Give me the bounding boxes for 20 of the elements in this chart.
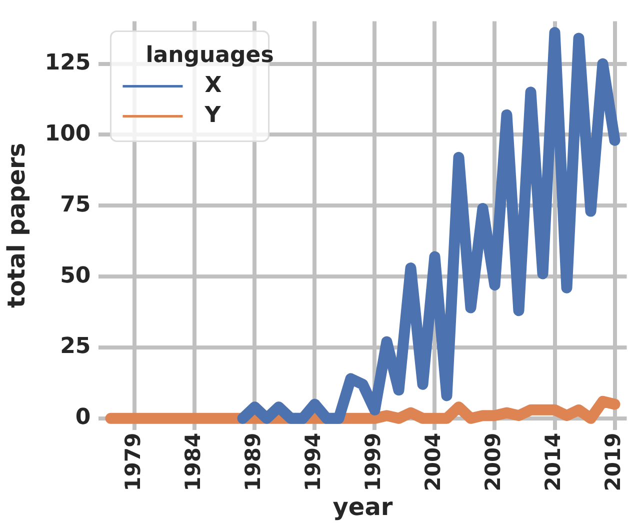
x-tick-label: 1989 <box>241 432 266 492</box>
y-tick-label: 25 <box>60 334 91 360</box>
legend-label: X <box>204 72 222 98</box>
legend-title: languages <box>146 42 274 68</box>
x-tick-label: 1979 <box>121 432 146 492</box>
legend-label: Y <box>204 102 222 128</box>
y-tick-label: 100 <box>44 121 91 146</box>
x-tick-label: 1999 <box>361 432 386 492</box>
x-axis-title: year <box>332 492 393 521</box>
x-tick-label: 2014 <box>541 432 566 492</box>
x-tick-label: 2009 <box>481 432 506 492</box>
y-tick-label: 0 <box>75 405 91 430</box>
y-tick-label: 125 <box>44 50 91 76</box>
x-tick-label: 2019 <box>601 432 626 492</box>
x-tick-label: 1994 <box>301 432 326 492</box>
y-axis-title: total papers <box>2 142 31 308</box>
x-tick-label: 2004 <box>421 432 446 492</box>
y-tick-label: 75 <box>60 192 91 218</box>
y-tick-label: 50 <box>60 263 91 288</box>
x-tick-label: 1984 <box>181 432 206 492</box>
